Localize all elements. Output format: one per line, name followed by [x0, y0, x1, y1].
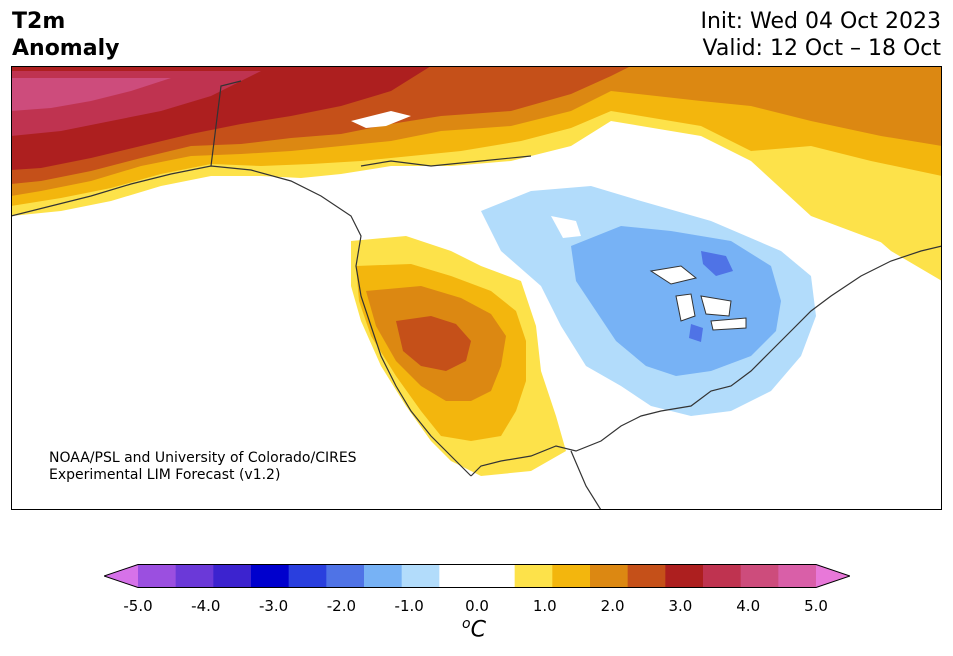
colorbar-outline [104, 564, 850, 588]
colorbar-tick-label: 0.0 [465, 597, 489, 615]
credit-line-2: Experimental LIM Forecast (v1.2) [49, 467, 281, 483]
colorbar-segment [627, 564, 666, 588]
lake-winnipeg [551, 216, 581, 238]
colorbar-segment [778, 564, 817, 588]
great-lakes [649, 265, 747, 331]
init-date: Init: Wed 04 Oct 2023 [700, 9, 941, 34]
colorbar-segment [138, 564, 177, 588]
colorbar-tick-label: -1.0 [394, 597, 424, 615]
credit-line-1: NOAA/PSL and University of Colorado/CIRE… [49, 450, 357, 466]
colorbar-segment [477, 564, 516, 588]
colorbar-tick-label: 2.0 [600, 597, 625, 615]
colorbar-segment [665, 564, 704, 588]
hudson-bay-gap [351, 111, 411, 128]
valid-range: Valid: 12 Oct – 18 Oct [702, 36, 941, 61]
warm-anomaly-east [751, 146, 942, 281]
colorbar-segment [439, 564, 478, 588]
colorbar-arrow-high [816, 564, 850, 588]
warm-anomaly-west [351, 236, 566, 476]
colorbar-tick-label: 5.0 [804, 597, 828, 615]
warm-anomaly-north [11, 66, 942, 266]
colorbar [104, 564, 850, 588]
anomaly-map [11, 66, 942, 510]
colorbar-tick-label: 4.0 [736, 597, 761, 615]
colorbar-segment [590, 564, 629, 588]
colorbar-tick-label: -5.0 [123, 597, 153, 615]
colorbar-segment [175, 564, 214, 588]
colorbar-segment [326, 564, 365, 588]
colorbar-segment [401, 564, 440, 588]
colorbar-segment [364, 564, 403, 588]
colorbar-segment [288, 564, 327, 588]
unit-degree: o [462, 616, 471, 632]
unit-label: oC [462, 616, 486, 642]
colorbar-segment [251, 564, 290, 588]
map-frame [11, 66, 942, 510]
colorbar-tick-label: -2.0 [326, 597, 357, 615]
colorbar-segment [213, 564, 252, 588]
colorbar-arrow-low [104, 564, 138, 588]
map-title: T2m Anomaly [12, 9, 120, 61]
colorbar-tick-label: -4.0 [191, 597, 221, 615]
colorbar-segment [740, 564, 779, 588]
land-outlines [11, 80, 942, 510]
credit-text: NOAA/PSL and University of Colorado/CIRE… [49, 450, 357, 484]
colorbar-tick-label: -3.0 [258, 597, 289, 615]
forecast-dates: Init: Wed 04 Oct 2023 Valid: 12 Oct – 18… [700, 8, 941, 62]
colorbar-segment [703, 564, 742, 588]
colorbar-tick-label: 1.0 [532, 597, 557, 615]
colorbar-segment [552, 564, 591, 588]
colorbar-tick-label: 3.0 [668, 597, 693, 615]
unit-celsius: C [470, 617, 486, 643]
cold-anomaly-central [481, 186, 816, 416]
colorbar-segment [514, 564, 553, 588]
